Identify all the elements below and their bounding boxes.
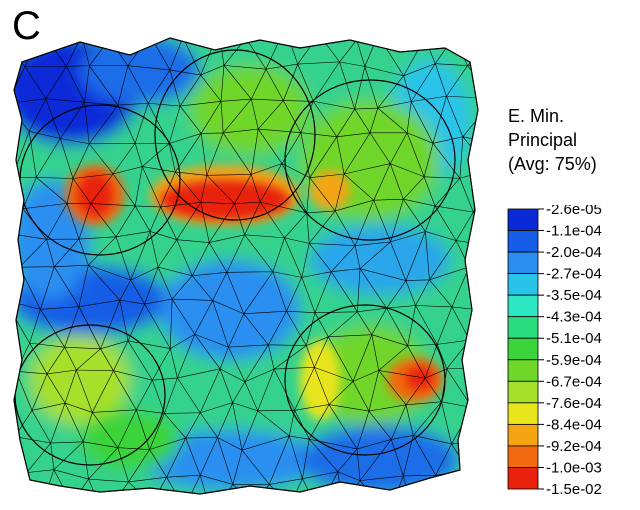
legend-band-9: [507, 380, 539, 404]
legend-band-4: [507, 273, 539, 296]
legend-label-2: -1.1e-04: [546, 223, 602, 240]
legend-band-6: [507, 316, 539, 339]
legend-label-4: -2.7e-04: [546, 266, 602, 283]
pore-top-right: [284, 79, 456, 241]
pore-center-top: [154, 49, 316, 221]
high-strain-spot-top-left: [77, 173, 113, 217]
legend-band-5: [507, 294, 539, 318]
legend-label-5: -3.5e-04: [546, 287, 602, 304]
high-strain-band-top-center: [160, 180, 290, 220]
fe-mesh-contour-plot: [13, 37, 479, 495]
legend-label-8: -5.9e-04: [546, 352, 602, 369]
panel-label: C: [12, 4, 41, 48]
legend-title-line-3: (Avg: 75%): [508, 154, 597, 174]
legend-label-10: -7.6e-04: [546, 395, 602, 412]
legend-title: E. Min. Principal (Avg: 75%): [508, 104, 597, 176]
legend-label-1: -2.6e-05: [546, 205, 602, 218]
legend-band-7: [507, 337, 539, 361]
legend-label-12: -9.2e-04: [546, 438, 602, 455]
legend-band-12: [507, 445, 539, 468]
legend-label-3: -2.0e-04: [546, 244, 602, 261]
legend-label-9: -6.7e-04: [546, 373, 602, 390]
legend-band-2: [507, 230, 539, 253]
mesh-edges: [14, 38, 478, 494]
legend-band-3: [507, 251, 539, 275]
legend-band-13: [507, 467, 539, 490]
legend-label-6: -4.3e-04: [546, 309, 602, 326]
legend-band-8: [507, 359, 539, 382]
legend-title-line-2: Principal: [508, 130, 578, 150]
legend-band-11: [507, 423, 539, 447]
legend-band-1: [507, 208, 539, 231]
high-strain-spot-bottom-right: [406, 366, 434, 390]
legend-label-13: -1.0e-03: [546, 459, 602, 476]
legend-band-10: [507, 402, 539, 425]
color-legend: -2.6e-05 -1.1e-04 -2.0e-04 -2.7e-04 -3.5e-04…: [507, 205, 602, 495]
legend-label-11: -8.4e-04: [546, 416, 602, 433]
legend-label-7: -5.1e-04: [546, 330, 602, 347]
mesh-lines: [14, 38, 478, 494]
legend-label-14: -1.5e-02: [546, 481, 602, 495]
legend-title-line-1: E. Min.: [508, 106, 565, 126]
